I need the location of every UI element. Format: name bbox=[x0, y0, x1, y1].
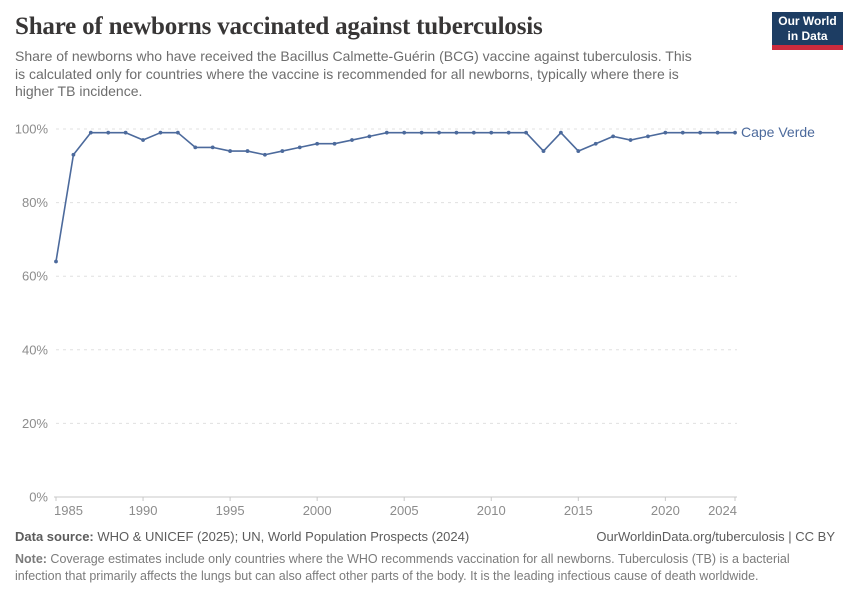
data-point[interactable] bbox=[437, 130, 441, 135]
data-point[interactable] bbox=[315, 141, 320, 146]
y-tick-label: 60% bbox=[22, 269, 48, 284]
owid-link[interactable]: OurWorldinData.org/tuberculosis | CC BY bbox=[596, 529, 835, 544]
data-point[interactable] bbox=[628, 138, 633, 142]
entity-label[interactable]: Cape Verde bbox=[741, 124, 815, 140]
data-point[interactable] bbox=[297, 145, 302, 150]
data-point[interactable] bbox=[611, 134, 616, 139]
data-point[interactable] bbox=[332, 141, 337, 146]
subtitle-line: higher TB incidence. bbox=[15, 83, 143, 99]
y-tick-label: 100% bbox=[15, 122, 49, 137]
data-point[interactable] bbox=[524, 130, 528, 135]
data-line[interactable] bbox=[55, 131, 735, 262]
chart-canvas[interactable]: 0% 20% 40% 60% 80% 100% 1985 1990 1995 2000 2005 20… bbox=[0, 110, 850, 528]
x-tick-label: 2010 bbox=[477, 503, 506, 518]
chart-subtitle: Share of newborns who have received the … bbox=[15, 48, 692, 101]
data-point[interactable] bbox=[646, 134, 650, 139]
x-tick-label: 2000 bbox=[303, 503, 332, 518]
owid-logo[interactable]: Our World in Data bbox=[772, 12, 843, 50]
x-tick-label: 2015 bbox=[564, 503, 593, 518]
data-point[interactable] bbox=[263, 152, 267, 157]
x-tick-label: 2024 bbox=[708, 503, 737, 518]
chart-footer: Data source: WHO & UNICEF (2025); UN, Wo… bbox=[15, 529, 835, 584]
data-point[interactable] bbox=[576, 149, 581, 153]
note-line: infection that primarily affects the lun… bbox=[15, 568, 759, 583]
data-point[interactable] bbox=[506, 130, 511, 135]
data-source-text: WHO & UNICEF (2025); UN, World Populatio… bbox=[93, 529, 470, 544]
data-point[interactable] bbox=[245, 149, 250, 153]
data-point[interactable] bbox=[175, 130, 180, 135]
chart-note: Note: Coverage estimates include only co… bbox=[15, 551, 835, 584]
data-point[interactable] bbox=[733, 130, 737, 135]
data-point[interactable] bbox=[71, 152, 76, 157]
data-point[interactable] bbox=[280, 149, 285, 153]
y-tick-label: 0% bbox=[29, 490, 48, 505]
page-title: Share of newborns vaccinated against tub… bbox=[15, 13, 543, 40]
data-point[interactable] bbox=[715, 130, 720, 135]
note-line: Coverage estimates include only countrie… bbox=[46, 552, 790, 566]
x-tick-label: 1995 bbox=[216, 503, 245, 518]
owid-logo-line1: Our World bbox=[778, 14, 837, 29]
data-point[interactable] bbox=[698, 130, 703, 135]
y-tick-label: 20% bbox=[22, 416, 48, 431]
data-point[interactable] bbox=[350, 138, 354, 142]
x-tick-label: 1985 bbox=[54, 503, 83, 518]
data-point[interactable] bbox=[54, 259, 58, 264]
subtitle-line: Share of newborns who have received the … bbox=[15, 48, 692, 64]
data-point[interactable] bbox=[106, 130, 111, 135]
data-point[interactable] bbox=[541, 149, 546, 153]
data-point[interactable] bbox=[593, 141, 598, 146]
data-point[interactable] bbox=[123, 130, 128, 135]
x-tick-label: 2005 bbox=[390, 503, 419, 518]
data-point[interactable] bbox=[558, 130, 563, 135]
data-point[interactable] bbox=[384, 130, 389, 135]
data-point[interactable] bbox=[471, 130, 476, 135]
x-tick-label: 1990 bbox=[129, 503, 158, 518]
data-point[interactable] bbox=[367, 134, 372, 139]
data-point[interactable] bbox=[88, 130, 93, 135]
y-tick-label: 80% bbox=[22, 195, 48, 210]
data-point[interactable] bbox=[158, 130, 163, 135]
owid-logo-line2: in Data bbox=[787, 28, 828, 43]
note-label: Note: bbox=[15, 552, 47, 566]
data-point[interactable] bbox=[680, 130, 685, 135]
data-point[interactable] bbox=[489, 130, 494, 135]
y-tick-label: 40% bbox=[22, 342, 48, 357]
data-point[interactable] bbox=[663, 130, 668, 135]
data-point[interactable] bbox=[141, 138, 145, 142]
data-point[interactable] bbox=[402, 130, 407, 135]
x-tick-label: 2020 bbox=[651, 503, 680, 518]
data-point[interactable] bbox=[228, 149, 233, 153]
data-point[interactable] bbox=[419, 130, 424, 135]
data-point[interactable] bbox=[193, 145, 198, 150]
data-point[interactable] bbox=[210, 145, 215, 150]
data-point[interactable] bbox=[454, 130, 459, 135]
subtitle-line: is calculated only for countries where t… bbox=[15, 65, 679, 82]
data-source-label: Data source: bbox=[15, 529, 94, 544]
data-source: Data source: WHO & UNICEF (2025); UN, Wo… bbox=[15, 529, 469, 545]
